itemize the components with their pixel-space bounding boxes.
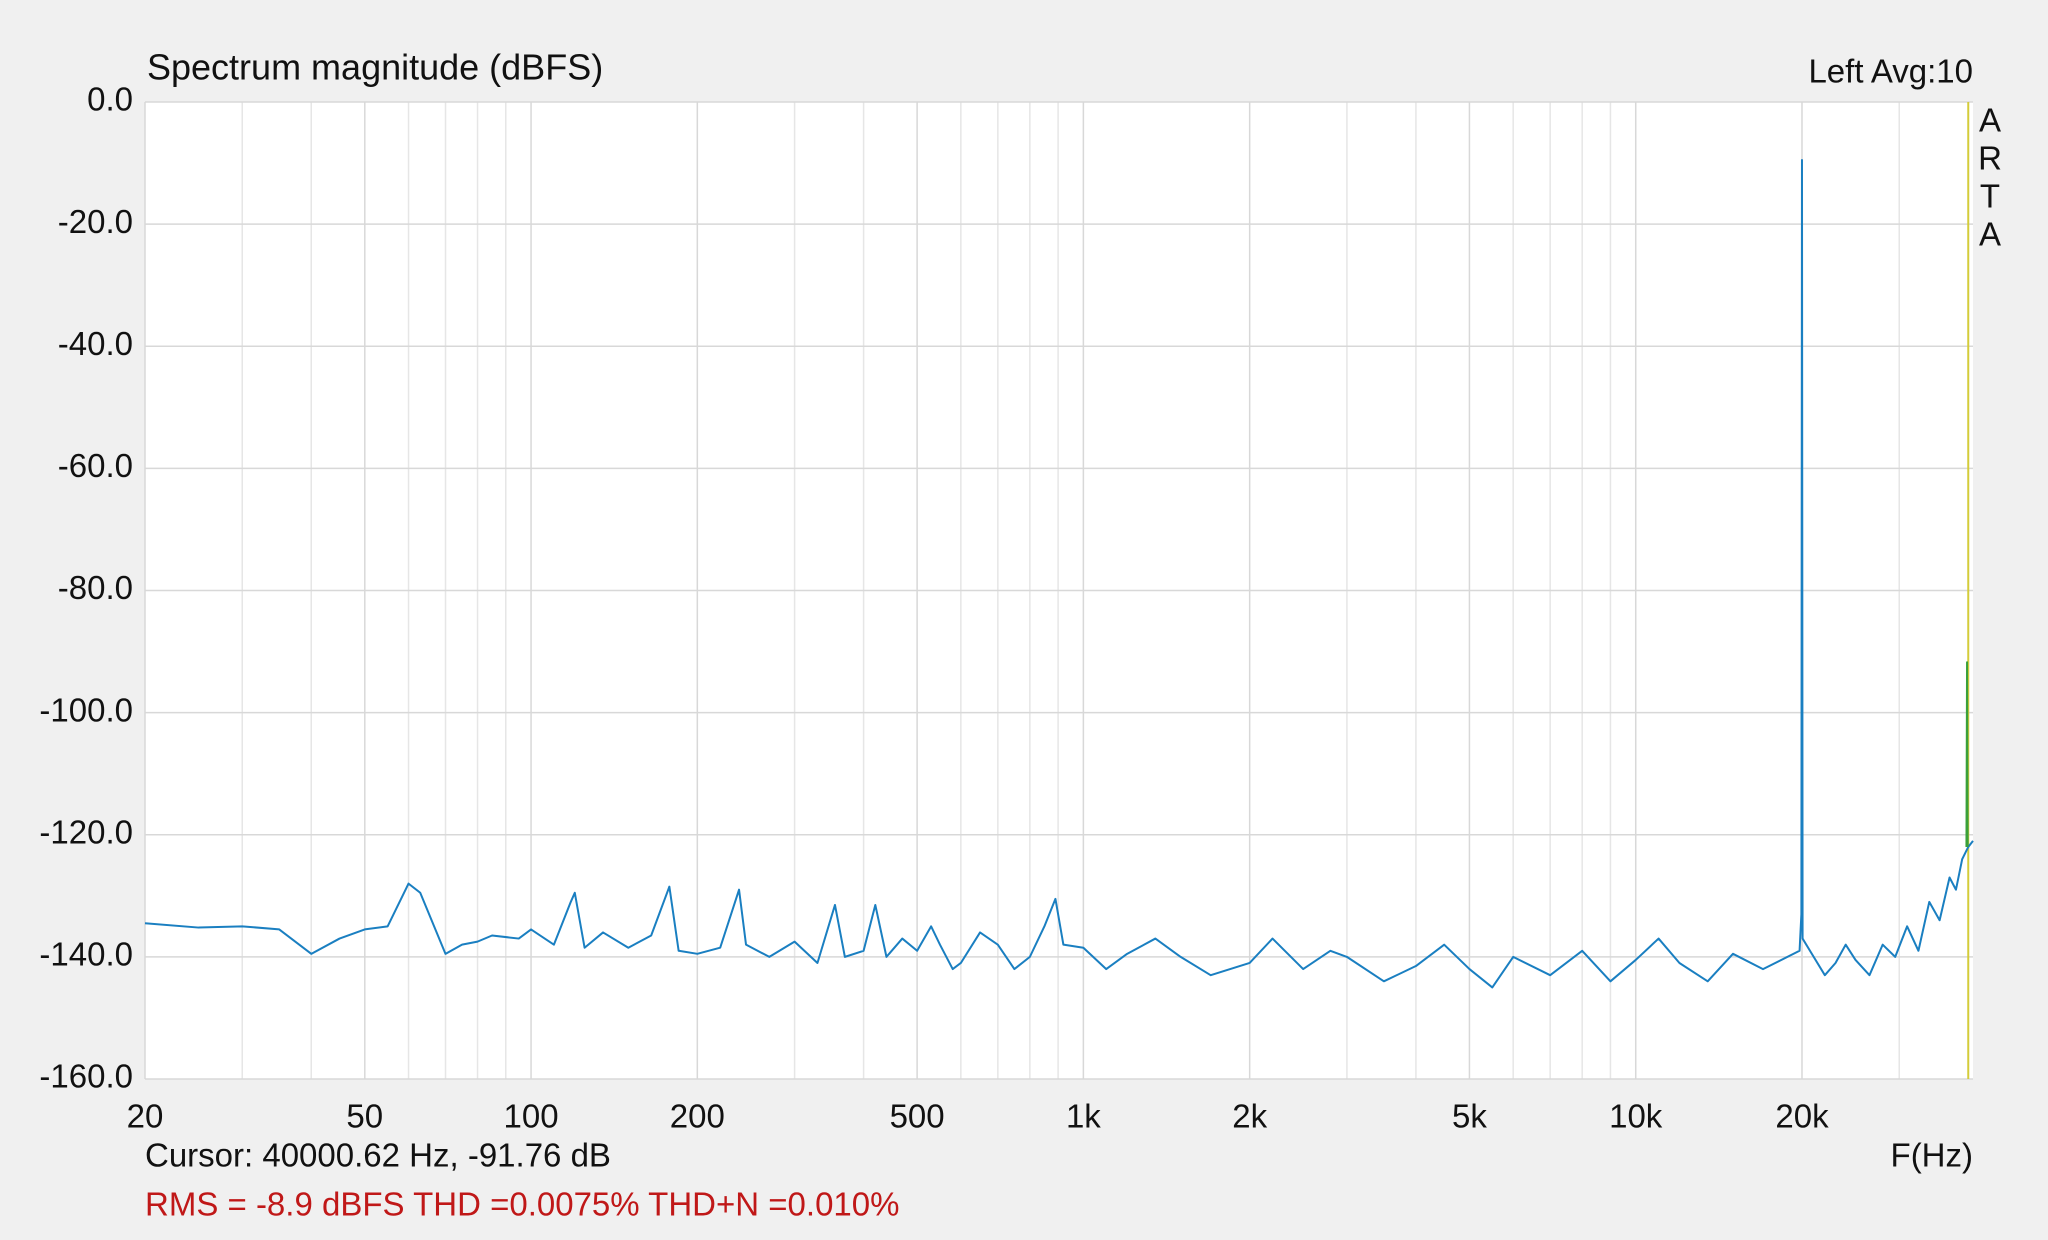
x-tick-label: 20 xyxy=(127,1098,164,1135)
y-tick-label: -140.0 xyxy=(39,936,133,973)
y-tick-label: -60.0 xyxy=(58,447,133,484)
spectrum-line xyxy=(1965,661,1969,847)
y-tick-label: -120.0 xyxy=(39,813,133,850)
x-tick-label: 2k xyxy=(1232,1098,1267,1135)
x-tick-label: 1k xyxy=(1066,1098,1101,1135)
y-tick-label: -20.0 xyxy=(58,203,133,240)
x-tick-label: 20k xyxy=(1775,1098,1829,1135)
y-tick-label: -160.0 xyxy=(39,1058,133,1095)
spectrum-line xyxy=(144,159,1974,989)
chart-title: Spectrum magnitude (dBFS) xyxy=(147,47,603,88)
y-tick-label: -80.0 xyxy=(58,569,133,606)
channel-info: Left Avg:10 xyxy=(1808,53,1973,90)
x-tick-label: 200 xyxy=(670,1098,725,1135)
stats-readout: RMS = -8.9 dBFS THD =0.0075% THD+N =0.01… xyxy=(145,1186,899,1223)
x-tick-label: 100 xyxy=(504,1098,559,1135)
x-axis-label: F(Hz) xyxy=(1891,1137,1973,1174)
brand-letter: R xyxy=(1978,140,2002,177)
brand-letter: A xyxy=(1979,216,2001,253)
brand-letter: T xyxy=(1980,178,2000,215)
brand-letter: A xyxy=(1979,102,2001,139)
x-tick-label: 50 xyxy=(346,1098,383,1135)
x-tick-label: 10k xyxy=(1609,1098,1663,1135)
y-tick-label: -40.0 xyxy=(58,325,133,362)
x-tick-label: 500 xyxy=(890,1098,945,1135)
cursor-readout: Cursor: 40000.62 Hz, -91.76 dB xyxy=(145,1137,611,1174)
y-tick-label: 0.0 xyxy=(87,81,133,118)
x-tick-label: 5k xyxy=(1452,1098,1487,1135)
y-tick-label: -100.0 xyxy=(39,691,133,728)
